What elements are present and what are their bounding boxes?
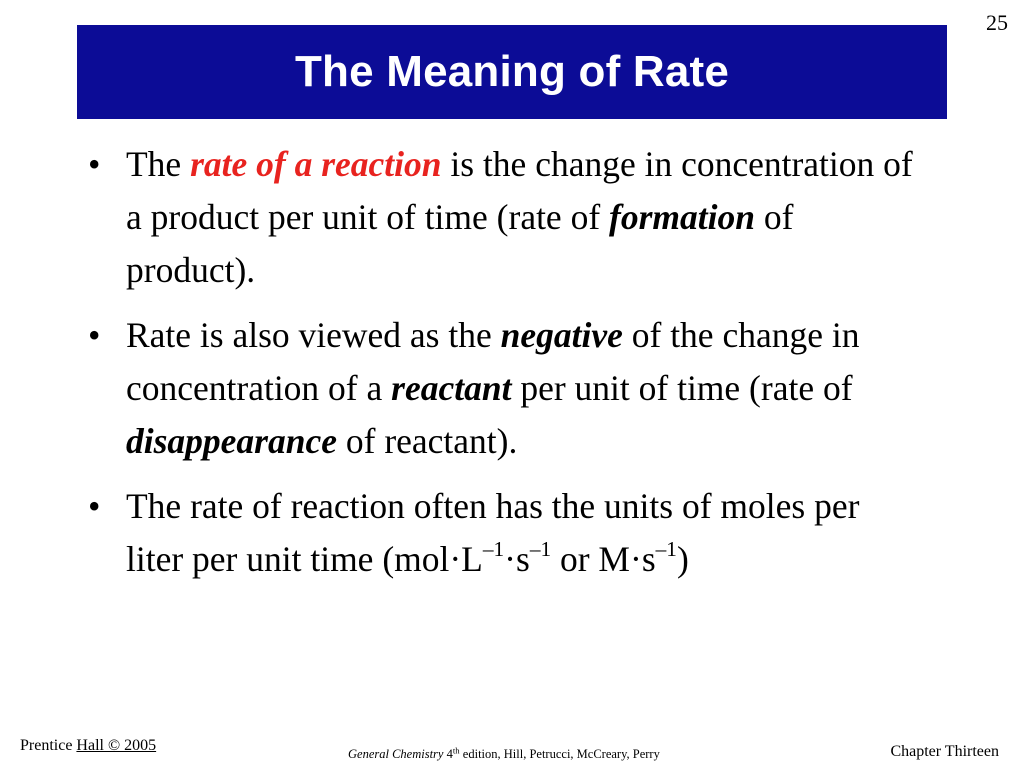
bullet-list: • The rate of a reaction is the change i…: [88, 138, 918, 598]
bullet-icon: •: [88, 315, 101, 355]
publisher-link[interactable]: Hall © 2005: [76, 737, 157, 754]
slide-title: The Meaning of Rate: [294, 47, 730, 96]
bullet-text: per unit of time (rate of: [511, 368, 853, 408]
bullet-text: of reactant).: [337, 421, 518, 461]
title-bar: The Meaning of Rate: [77, 25, 947, 119]
bullet-icon: •: [88, 486, 101, 526]
bullet-text: ): [676, 539, 689, 579]
bullet-text: Rate is also viewed as the: [126, 315, 501, 355]
bullet-text: or M·s: [551, 539, 656, 579]
emphasized-word: formation: [609, 197, 755, 237]
superscript: –1: [529, 537, 552, 562]
emphasized-word: disappearance: [126, 421, 338, 461]
superscript: –1: [655, 537, 677, 562]
highlighted-term: rate of a reaction: [190, 144, 442, 184]
bullet-text: of the change in concentration of a: [126, 315, 860, 408]
bullet-text: The rate of reaction often has the units…: [126, 486, 860, 579]
edition-number: 4: [443, 747, 453, 761]
emphasized-word: reactant: [391, 368, 512, 408]
book-title: General Chemistry: [348, 747, 444, 761]
bullet-text: of product).: [126, 197, 794, 290]
bullet-text: is the change in concentration of a prod…: [126, 144, 913, 237]
bullet-item-rate-definition: • The rate of a reaction is the change i…: [88, 138, 918, 297]
edition-superscript: th: [452, 745, 460, 756]
emphasized-word: negative: [500, 315, 623, 355]
bullet-text: The: [126, 144, 191, 184]
slide-number: 25: [986, 10, 1008, 35]
superscript: –1: [482, 537, 505, 562]
bullet-item-negative-rate: • Rate is also viewed as the negative of…: [88, 309, 918, 468]
footer-citation: General Chemistry 4th edition, Hill, Pet…: [348, 745, 660, 762]
edition-authors: edition, Hill, Petrucci, McCreary, Perry: [459, 747, 660, 761]
footer-chapter: Chapter Thirteen: [890, 743, 999, 760]
bullet-text: ·s: [504, 539, 530, 579]
footer-publisher: Prentice Hall © 2005: [20, 737, 156, 755]
bullet-icon: •: [88, 144, 101, 184]
bullet-item-units: • The rate of reaction often has the uni…: [88, 480, 918, 586]
publisher-prefix: Prentice: [20, 737, 77, 754]
